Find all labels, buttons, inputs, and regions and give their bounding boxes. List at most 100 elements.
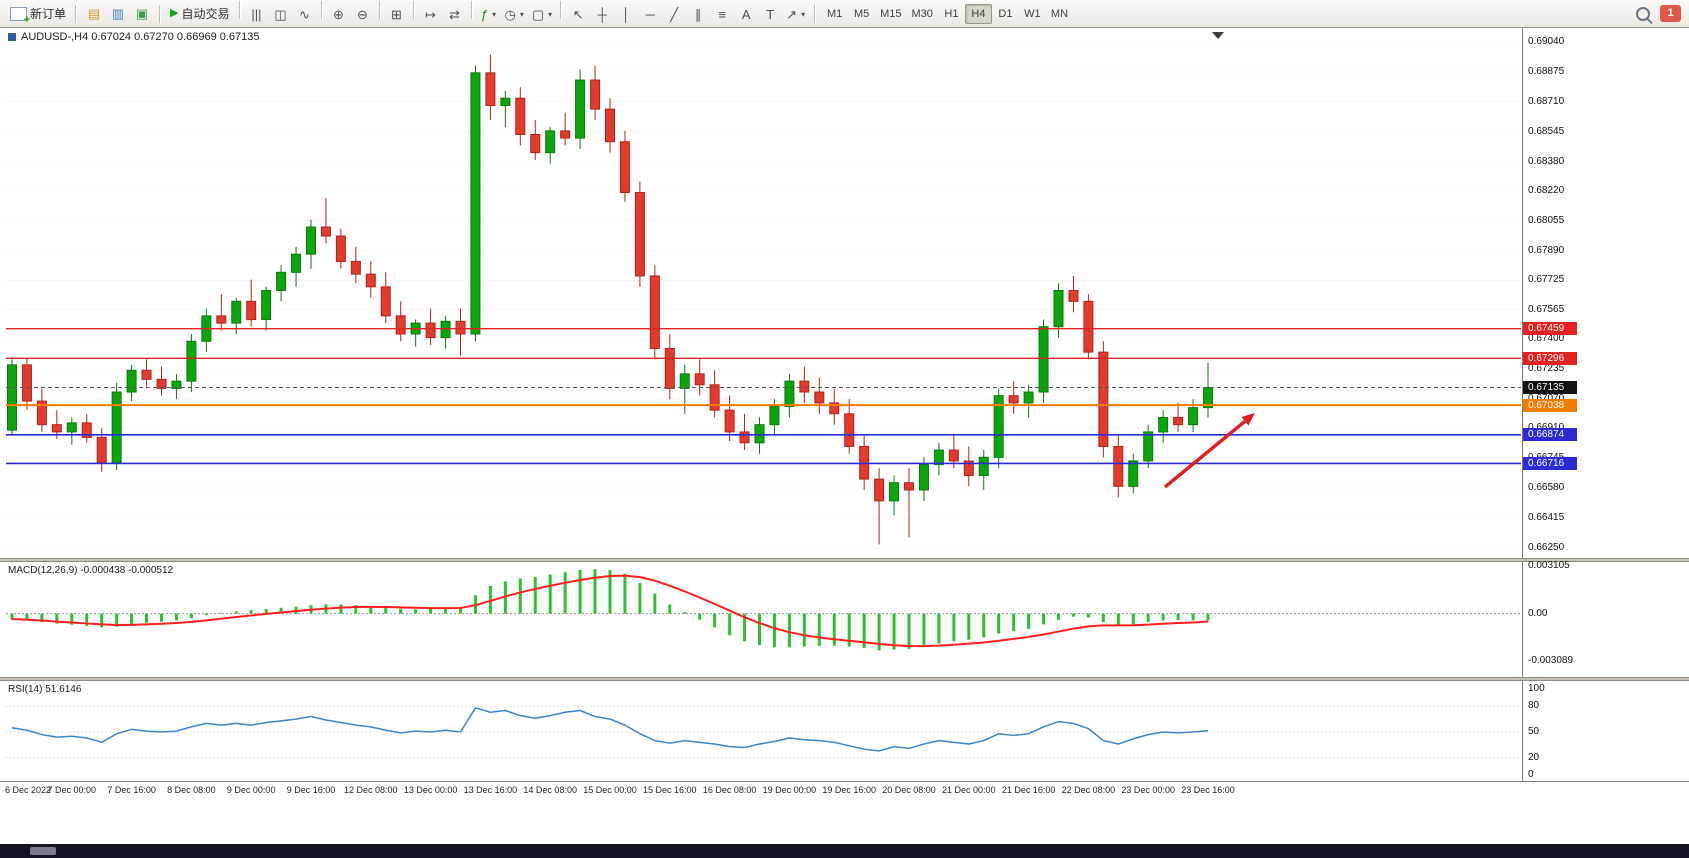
bar-chart-icon: ||| <box>251 7 262 23</box>
toolbar-separator <box>378 1 381 20</box>
chart-title: AUDUSD-,H4 0.67024 0.67270 0.66969 0.671… <box>21 31 260 43</box>
trendline-button[interactable]: ╱ <box>662 4 686 26</box>
macd-label: MACD(12,26,9) -0.000438 -0.000512 <box>8 565 174 576</box>
terminal-button[interactable]: ▣ <box>130 3 154 25</box>
label-icon: T <box>766 7 775 23</box>
vertical-line-button[interactable]: │ <box>614 4 638 26</box>
toolbar-separator <box>75 4 78 23</box>
candles <box>7 54 1213 545</box>
navigator-button[interactable]: ▥ <box>106 3 130 25</box>
macd-histogram <box>10 569 1210 651</box>
toolbar-separator <box>560 1 563 20</box>
chart-shift-marker[interactable] <box>1212 32 1224 39</box>
notification-badge[interactable]: 1 <box>1660 5 1681 22</box>
timeframe-m1-button[interactable]: M1 <box>821 4 848 24</box>
cursor-button[interactable]: ↖ <box>566 4 590 26</box>
crosshair-icon: ┼ <box>597 7 607 23</box>
text-icon: A <box>741 7 751 23</box>
zoom-in-icon: ⊕ <box>333 7 344 23</box>
auto-scroll-button[interactable]: ↦ <box>419 4 443 26</box>
timeframe-h4-button[interactable]: H4 <box>964 3 992 24</box>
toolbar-separator <box>238 1 241 20</box>
chart-icon <box>8 33 16 41</box>
templates-icon: ▢ <box>531 7 545 23</box>
candlestick-chart-button[interactable]: ◫ <box>269 4 293 26</box>
arrows-button[interactable]: ↗ ▾ <box>782 4 809 26</box>
chart-canvas[interactable] <box>0 28 1689 858</box>
autotrading-button[interactable]: ▶ 自动交易 <box>166 3 233 25</box>
bottom-bar[interactable] <box>0 844 1689 858</box>
line-chart-icon: ∿ <box>299 7 310 23</box>
new-order-button[interactable]: 新订单 <box>6 3 70 26</box>
autotrading-label: 自动交易 <box>181 7 230 21</box>
crosshair-button[interactable]: ┼ <box>590 4 614 26</box>
timeframe-h1-button[interactable]: H1 <box>938 4 965 24</box>
rsi-line <box>11 707 1209 752</box>
timeframe-d1-button[interactable]: D1 <box>992 4 1019 24</box>
templates-button[interactable]: ▢ ▾ <box>528 4 556 26</box>
zoom-out-icon: ⊖ <box>357 7 368 23</box>
timeframe-mn-button[interactable]: MN <box>1046 4 1073 24</box>
zoom-out-button[interactable]: ⊖ <box>351 4 375 26</box>
chevron-down-icon: ▾ <box>519 10 524 20</box>
timeframe-m5-button[interactable]: M5 <box>848 4 875 24</box>
market-watch-icon: ▤ <box>87 6 101 21</box>
toolbar-separator <box>412 1 415 20</box>
channel-button[interactable]: ∥ <box>686 4 710 26</box>
horizontal-line-icon: ─ <box>645 7 655 23</box>
bar-chart-button[interactable]: ||| <box>245 4 269 26</box>
zoom-in-button[interactable]: ⊕ <box>327 4 351 26</box>
periods-icon: ◷ <box>504 7 516 23</box>
bottom-bar-handle[interactable] <box>30 847 56 855</box>
rsi-panel[interactable] <box>0 681 1522 779</box>
arrows-icon: ↗ <box>786 7 798 23</box>
splitter-rsi[interactable] <box>0 677 1689 681</box>
toolbar-separator <box>159 4 162 23</box>
rsi-label: RSI(14) 51.6146 <box>8 684 82 695</box>
chevron-down-icon: ▾ <box>492 10 497 20</box>
indicators-button[interactable]: ƒ ▾ <box>477 4 501 26</box>
text-button[interactable]: A <box>734 4 758 26</box>
candlestick-chart-icon: ◫ <box>274 7 287 23</box>
macd-signal-line <box>11 574 1209 648</box>
horizontal-line-button[interactable]: ─ <box>638 4 662 26</box>
fibonacci-button[interactable]: ≡ <box>710 4 734 26</box>
terminal-icon: ▣ <box>135 6 149 21</box>
search-icon[interactable] <box>1636 6 1650 21</box>
autotrading-icon: ▶ <box>170 7 179 19</box>
periods-button[interactable]: ◷ ▾ <box>501 4 528 26</box>
toolbar-separator <box>470 1 473 20</box>
cursor-icon: ↖ <box>572 7 584 23</box>
chart-shift-button[interactable]: ⇄ <box>443 4 467 26</box>
timeframes-group: M1 M5 M15 M30 H1 H4 D1 W1 MN <box>821 3 1073 24</box>
new-order-label: 新订单 <box>30 7 67 21</box>
market-watch-button[interactable]: ▤ <box>82 3 106 25</box>
auto-scroll-icon: ↦ <box>425 7 436 23</box>
trendline-icon: ╱ <box>670 7 679 23</box>
toolbar-right-group: 1 <box>1636 5 1683 22</box>
fibonacci-icon: ≡ <box>718 7 726 23</box>
toolbar: 新订单 ▤▥▣ ▶ 自动交易 |||◫∿⊕⊖⊞↦⇄ƒ▾◷▾▢▾↖┼│─╱∥≡AT… <box>0 0 1689 28</box>
line-chart-button[interactable]: ∿ <box>293 4 317 26</box>
label-button[interactable]: T <box>758 4 782 26</box>
timeframe-m15-button[interactable]: M15 <box>875 4 906 24</box>
navigator-icon: ▥ <box>111 6 125 21</box>
main-chart-panel[interactable] <box>0 28 1522 558</box>
tile-windows-button[interactable]: ⊞ <box>385 4 409 26</box>
indicators-icon: ƒ <box>480 7 489 23</box>
arrow-annotation[interactable] <box>1163 413 1255 489</box>
timeframe-m30-button[interactable]: M30 <box>907 4 938 24</box>
chart-header: AUDUSD-,H4 0.67024 0.67270 0.66969 0.671… <box>8 31 260 43</box>
new-order-icon <box>10 6 30 26</box>
chevron-down-icon: ▾ <box>548 10 553 20</box>
window-icons-group: ▤ ▥ ▣ <box>82 3 154 25</box>
chart-area: AUDUSD-,H4 0.67024 0.67270 0.66969 0.671… <box>0 28 1689 858</box>
chart-tools-group: ||| ◫ ∿ ⊕ ⊖ ⊞ ↦ ⇄ ƒ ▾ ◷ ▾ ▢ ▾ ↖ ┼ │ ─ ╱ ∥ ≡ A T ↗ ▾ <box>235 1 810 26</box>
splitter-macd[interactable] <box>0 558 1689 562</box>
channel-icon: ∥ <box>694 7 702 23</box>
timeframe-w1-button[interactable]: W1 <box>1019 4 1046 24</box>
chart-shift-icon: ⇄ <box>449 7 460 23</box>
time-axis[interactable] <box>0 781 1689 801</box>
toolbar-separator <box>814 4 817 23</box>
tile-windows-icon: ⊞ <box>391 7 402 23</box>
